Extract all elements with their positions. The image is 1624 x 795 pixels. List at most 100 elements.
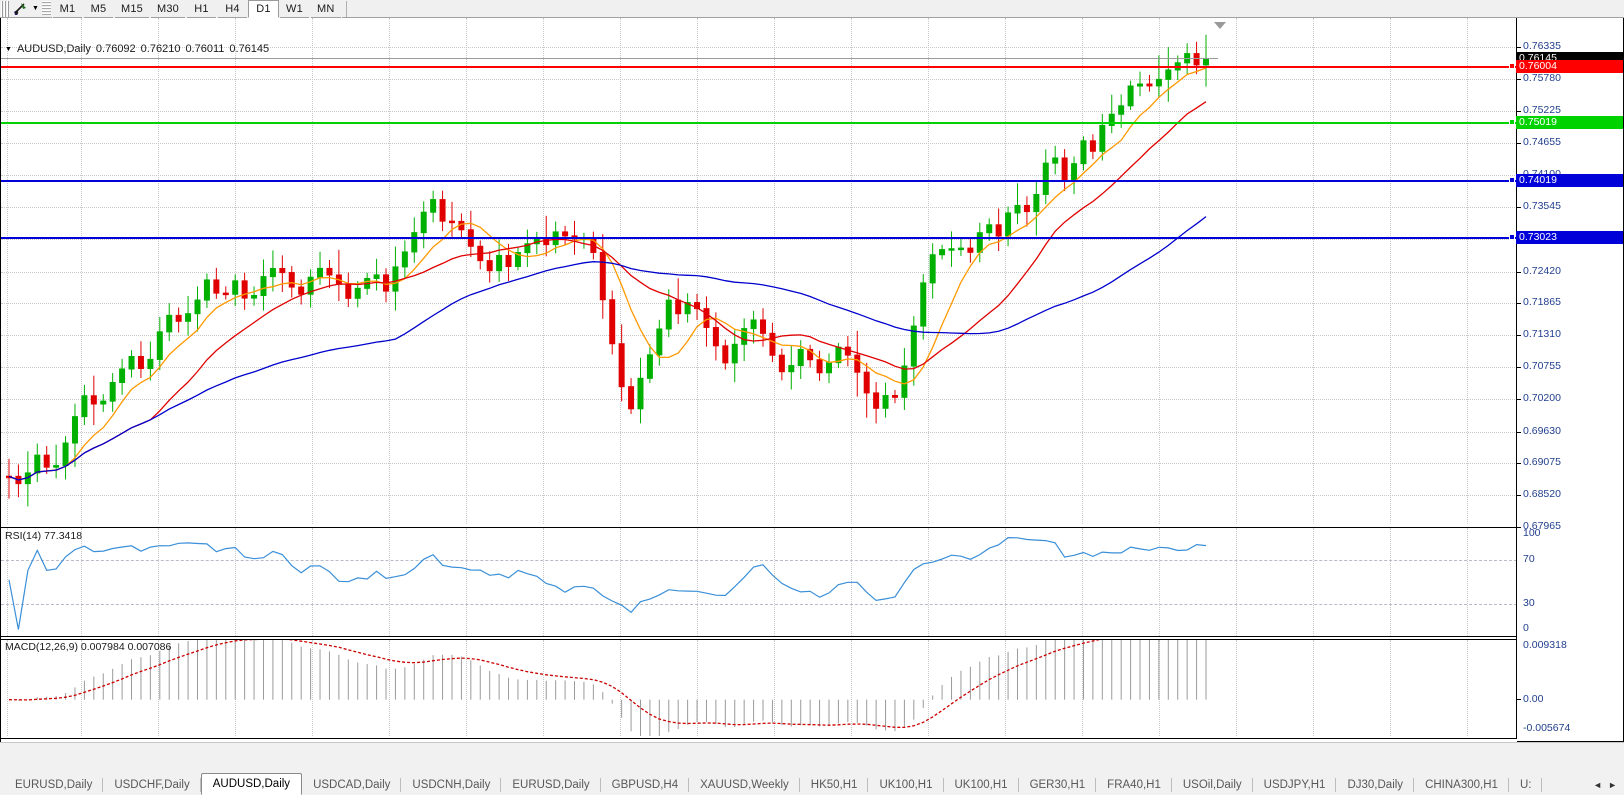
- horizontal-gridline: [1, 143, 1517, 145]
- price-axis[interactable]: 0.763350.757800.752250.746550.741000.735…: [1516, 18, 1623, 740]
- horizontal-level-line[interactable]: [1, 236, 1517, 239]
- vertical-gridline: [466, 640, 467, 736]
- tab-nav-buttons: ◄ ►: [1590, 775, 1624, 795]
- price-axis-tick-label: 0.71865: [1523, 296, 1561, 309]
- vertical-gridline: [312, 640, 313, 736]
- vertical-gridline: [1005, 640, 1006, 736]
- vertical-gridline: [158, 18, 159, 524]
- crosshair-icon[interactable]: [10, 0, 30, 17]
- level-line-handle[interactable]: [1509, 233, 1515, 240]
- horizontal-gridline: [1, 431, 1517, 433]
- chart-tab-usdcad-daily[interactable]: USDCAD,Daily: [302, 775, 402, 795]
- chart-window[interactable]: ▼ AUDUSD,Daily 0.76092 0.76210 0.76011 0…: [0, 18, 1624, 760]
- horizontal-level-line[interactable]: [1, 65, 1517, 68]
- price-axis-tick: [1517, 271, 1521, 273]
- chart-tab-usoil-daily[interactable]: USOil,Daily: [1172, 775, 1253, 795]
- vertical-gridline: [697, 18, 698, 524]
- toolbar-drag-handle[interactable]: [1, 0, 10, 17]
- chart-tab-uk100-h1[interactable]: UK100,H1: [944, 775, 1019, 795]
- vertical-gridline: [543, 640, 544, 736]
- vertical-gridline: [81, 528, 82, 636]
- vertical-gridline: [1005, 18, 1006, 524]
- timeframe-mn[interactable]: MN: [310, 0, 342, 18]
- vertical-gridline: [697, 640, 698, 736]
- chart-tab-audusd-daily[interactable]: AUDUSD,Daily: [200, 773, 303, 795]
- level-line-tag-green: 0.75019: [1516, 116, 1623, 130]
- price-axis-tick: [1517, 527, 1521, 528]
- vertical-gridline: [928, 18, 929, 524]
- timeframe-m30[interactable]: M30: [150, 0, 186, 18]
- chart-tab-eurusd-daily[interactable]: EURUSD,Daily: [4, 775, 104, 795]
- price-axis-tick: [1517, 335, 1521, 337]
- rsi-pane[interactable]: RSI(14) 77.3418: [1, 527, 1517, 637]
- macd-axis-tick-label: -0.005674: [1523, 722, 1571, 734]
- horizontal-level-line[interactable]: [1, 179, 1517, 182]
- price-axis-tick: [1517, 463, 1521, 465]
- vertical-gridline: [235, 528, 236, 636]
- toolbar-end-separator: [345, 0, 347, 17]
- chart-tab-fra40-h1[interactable]: FRA40,H1: [1096, 775, 1172, 795]
- quote-high: 0.76210: [140, 43, 181, 55]
- chart-shift-marker-icon[interactable]: [1214, 22, 1226, 29]
- vertical-gridline: [158, 640, 159, 736]
- price-axis-tick-label: 0.75780: [1523, 71, 1561, 84]
- vertical-gridline: [1236, 528, 1237, 636]
- price-axis-tick: [1517, 110, 1521, 112]
- price-axis-tick: [1517, 207, 1521, 208]
- timeframe-m1[interactable]: M1: [52, 0, 83, 18]
- price-axis-tick: [1517, 495, 1521, 497]
- timeframe-d1[interactable]: D1: [248, 0, 279, 18]
- price-axis-tick-label: 0.72420: [1523, 264, 1561, 277]
- last-price-line: [1, 57, 1218, 59]
- chart-tab-usdcnh-daily[interactable]: USDCNH,Daily: [401, 775, 502, 795]
- collapse-caret-icon[interactable]: ▼: [5, 45, 12, 53]
- level-line-tag-blue-lower: 0.73023: [1516, 230, 1623, 244]
- chart-tab-usdchf-daily[interactable]: USDCHF,Daily: [103, 775, 202, 795]
- horizontal-gridline: [1, 495, 1517, 497]
- level-line-handle[interactable]: [1509, 119, 1515, 126]
- price-axis-tick-label: 0.71310: [1523, 328, 1561, 341]
- chart-tab-dj30-daily[interactable]: DJ30,Daily: [1336, 775, 1414, 795]
- chart-tab-gbpusd-h4[interactable]: GBPUSD,H4: [601, 775, 690, 795]
- tab-prev-icon[interactable]: ◄: [1593, 779, 1603, 790]
- level-line-handle[interactable]: [1509, 176, 1515, 183]
- tab-next-icon[interactable]: ►: [1608, 779, 1617, 790]
- chart-tab-xauusd-weekly[interactable]: XAUUSD,Weekly: [689, 775, 800, 795]
- macd-axis-tick-label: 0.00: [1523, 692, 1544, 705]
- vertical-gridline: [1313, 640, 1314, 736]
- toolbar-separator: [42, 1, 51, 16]
- vertical-gridline: [851, 640, 852, 736]
- rsi-axis-tick-label: 0: [1523, 622, 1529, 634]
- timeframe-h1[interactable]: H1: [186, 0, 217, 18]
- chart-tab-ger30-h1[interactable]: GER30,H1: [1019, 775, 1097, 795]
- macd-pane[interactable]: MACD(12,26,9) 0.007984 0.007086: [1, 639, 1517, 736]
- chart-tab-usdjpy-h1[interactable]: USDJPY,H1: [1253, 775, 1337, 795]
- vertical-gridline: [620, 528, 621, 636]
- dropdown-caret-icon[interactable]: ▼: [32, 5, 39, 12]
- chart-tab-bar: EURUSD,Daily USDCHF,Daily AUDUSD,Daily USDC…: [0, 742, 1624, 795]
- horizontal-gridline: [1, 367, 1517, 368]
- chart-tab-uk100-h1[interactable]: UK100,H1: [868, 775, 944, 795]
- vertical-gridline: [1313, 528, 1314, 636]
- vertical-gridline: [774, 528, 775, 636]
- vertical-gridline: [389, 640, 390, 736]
- price-series-canvas: [6, 34, 1209, 507]
- horizontal-level-line[interactable]: [1, 122, 1517, 125]
- chart-tab-hk50-h1[interactable]: HK50,H1: [800, 775, 869, 795]
- level-line-tag-red: 0.76004: [1516, 59, 1623, 73]
- timeframe-w1[interactable]: W1: [279, 0, 310, 18]
- chart-tab-china300-h1[interactable]: CHINA300,H1: [1414, 775, 1509, 795]
- price-axis-tick: [1517, 303, 1521, 305]
- rsi-axis-tick-label: 70: [1523, 553, 1535, 566]
- vertical-gridline: [1390, 528, 1391, 636]
- chart-tab-eurusd-daily[interactable]: EURUSD,Daily: [501, 775, 602, 795]
- chart-tab-u[interactable]: U:: [1509, 775, 1543, 795]
- timeframe-m15[interactable]: M15: [114, 0, 150, 18]
- price-pane[interactable]: ▼ AUDUSD,Daily 0.76092 0.76210 0.76011 0…: [1, 18, 1517, 524]
- vertical-gridline: [235, 18, 236, 524]
- timeframe-h4[interactable]: H4: [217, 0, 248, 18]
- vertical-gridline: [1313, 18, 1314, 524]
- level-line-handle[interactable]: [1509, 62, 1515, 69]
- vertical-gridline: [928, 640, 929, 736]
- timeframe-m5[interactable]: M5: [83, 0, 114, 18]
